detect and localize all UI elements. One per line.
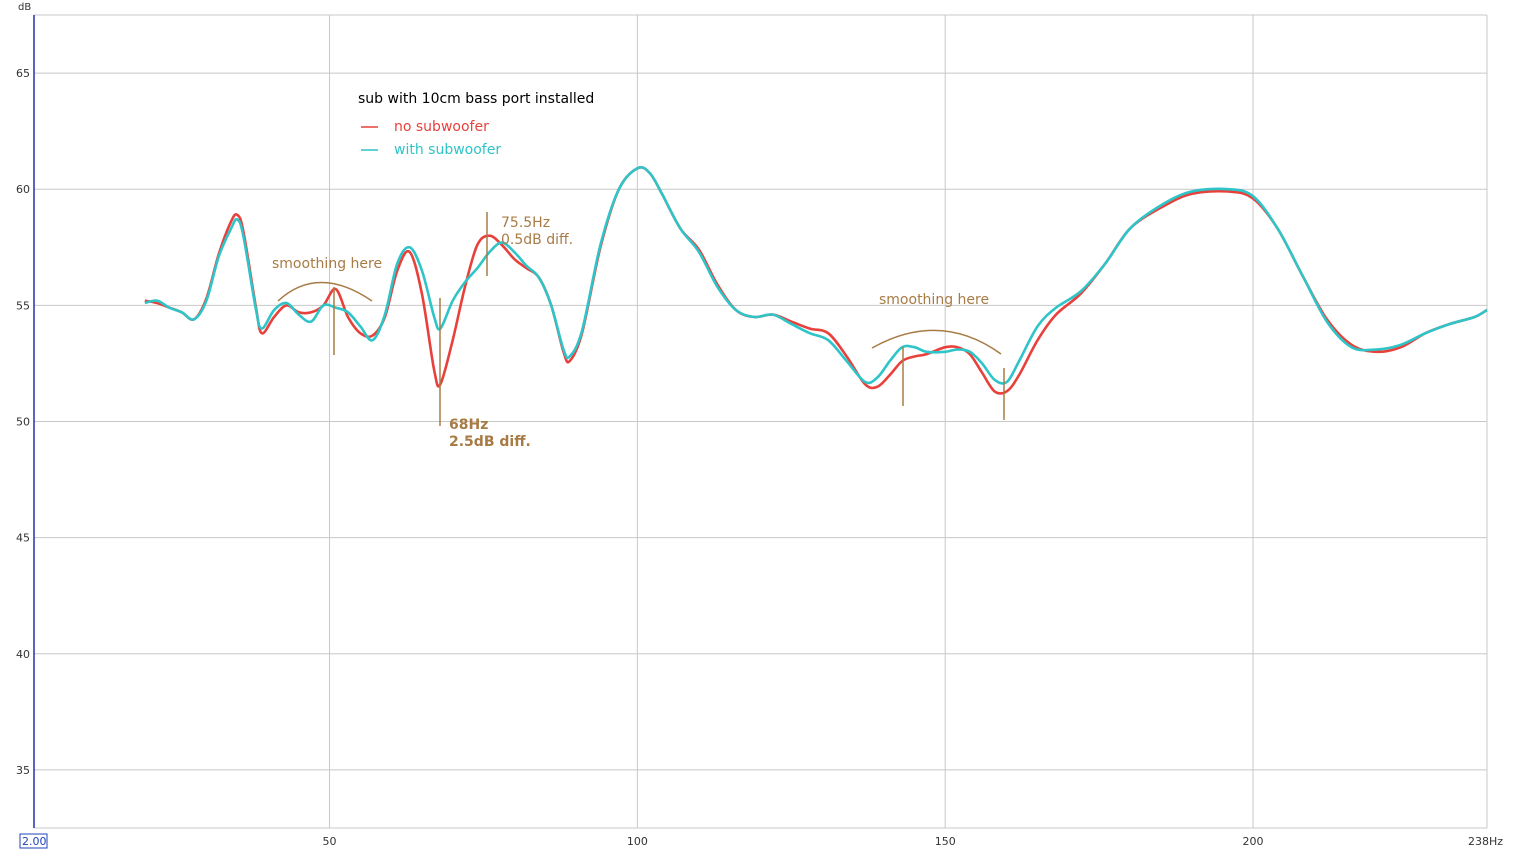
legend-title: sub with 10cm bass port installed: [358, 91, 594, 107]
legend-label-no-subwoofer: no subwoofer: [394, 119, 489, 135]
smoothing-arc-left: [277, 281, 373, 302]
annotation-smoothing-right: smoothing here: [879, 292, 989, 308]
annotations: [277, 212, 1005, 426]
y-tick-label-65: 65: [16, 67, 30, 80]
x-tick-label-200: 200: [1243, 835, 1264, 848]
y-tick-label-60: 60: [16, 183, 30, 196]
y-tick-label-55: 55: [16, 299, 30, 312]
annotation-68hz-freq: 68Hz: [449, 417, 488, 433]
y-axis-unit-label: dB: [18, 2, 31, 13]
y-tick-label-35: 35: [16, 764, 30, 777]
x-tick-label-150: 150: [935, 835, 956, 848]
smoothing-arc-right: [871, 329, 1002, 355]
legend: sub with 10cm bass port installed no sub…: [358, 91, 594, 158]
grid: [34, 14, 1488, 829]
x-tick-label-238: 238Hz: [1468, 835, 1503, 848]
series: [144, 165, 1488, 395]
x-tick-label-100: 100: [627, 835, 648, 848]
annotation-75hz-diff: 0.5dB diff.: [501, 232, 573, 248]
y-tick-label-50: 50: [16, 416, 30, 429]
annotation-75hz-freq: 75.5Hz: [501, 215, 550, 231]
y-tick-labels: 35 40 45 50 55 60 65: [16, 67, 30, 777]
x-start-box[interactable]: [19, 833, 48, 849]
x-start-value[interactable]: 2.00: [22, 835, 47, 848]
legend-label-with-subwoofer: with subwoofer: [394, 142, 501, 158]
series-line-with-subwoofer: [144, 165, 1488, 385]
annotation-smoothing-left: smoothing here: [272, 256, 382, 272]
y-tick-label-40: 40: [16, 648, 30, 661]
x-tick-labels: 50 100 150 200 238Hz: [323, 835, 1504, 848]
annotation-68hz-diff: 2.5dB diff.: [449, 434, 531, 450]
y-tick-label-45: 45: [16, 532, 30, 545]
x-tick-label-50: 50: [323, 835, 337, 848]
